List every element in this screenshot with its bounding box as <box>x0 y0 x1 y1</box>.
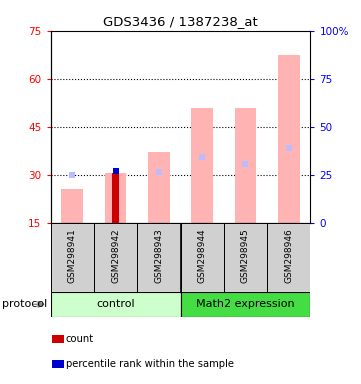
Bar <box>51 223 94 292</box>
Bar <box>137 223 180 292</box>
Bar <box>52 359 64 367</box>
Bar <box>235 108 256 223</box>
Bar <box>51 292 180 317</box>
Bar <box>267 223 310 292</box>
Bar <box>224 223 267 292</box>
Bar <box>180 292 310 317</box>
Bar <box>94 223 137 292</box>
Bar <box>105 173 126 223</box>
Text: GSM298944: GSM298944 <box>198 228 206 283</box>
Text: GSM298943: GSM298943 <box>155 228 163 283</box>
Bar <box>52 334 64 343</box>
Bar <box>278 55 300 223</box>
Text: count: count <box>66 334 94 344</box>
Bar <box>112 173 119 223</box>
Bar <box>191 108 213 223</box>
Text: Math2 expression: Math2 expression <box>196 299 295 310</box>
Text: control: control <box>96 299 135 310</box>
Text: GSM298941: GSM298941 <box>68 228 77 283</box>
Bar <box>148 152 170 223</box>
Text: GSM298945: GSM298945 <box>241 228 250 283</box>
Text: protocol: protocol <box>2 299 47 310</box>
Title: GDS3436 / 1387238_at: GDS3436 / 1387238_at <box>103 15 258 28</box>
Bar <box>61 189 83 223</box>
Bar <box>180 223 224 292</box>
Text: percentile rank within the sample: percentile rank within the sample <box>66 359 234 369</box>
Text: GSM298946: GSM298946 <box>284 228 293 283</box>
Text: GSM298942: GSM298942 <box>111 228 120 283</box>
